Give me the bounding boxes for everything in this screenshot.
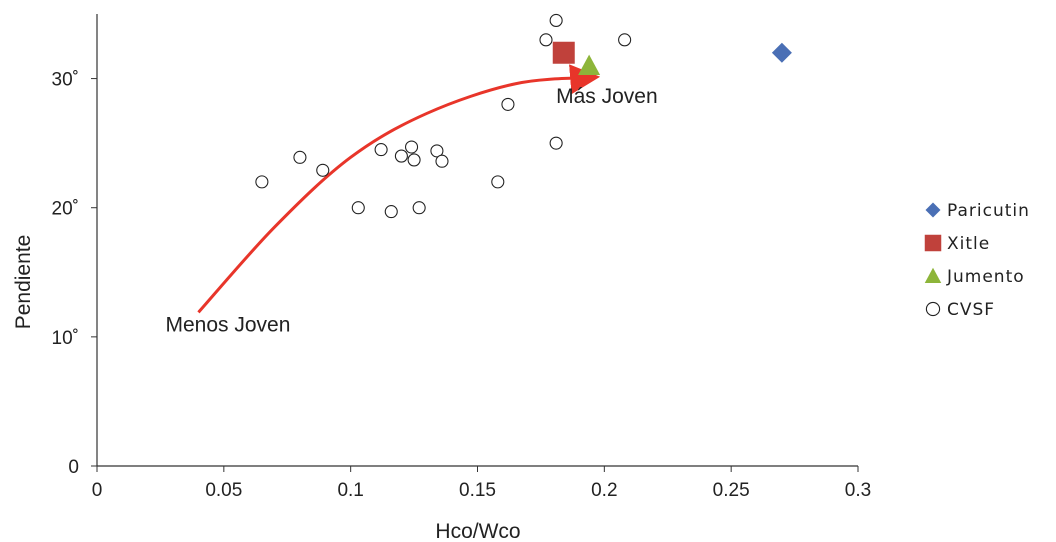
x-axis-ticks: 0 0.05 0.1 0.15 0.2 0.25 0.3 xyxy=(92,466,871,501)
legend-label-xitle: Xitle xyxy=(947,234,990,254)
point-cvsf xyxy=(412,201,426,215)
point-cvsf xyxy=(316,163,330,177)
annotation-label: Más Joven xyxy=(556,85,658,108)
point-xitle xyxy=(552,41,575,64)
point-jumento xyxy=(578,54,601,76)
point-cvsf xyxy=(501,97,515,111)
point-cvsf xyxy=(491,175,505,189)
legend-marker-cvsf xyxy=(925,301,941,317)
point-cvsf xyxy=(374,143,388,157)
legend-label-cvsf: CVSF xyxy=(947,300,995,320)
point-cvsf xyxy=(384,205,398,219)
legend-label-jumento: Jumento xyxy=(946,267,1025,287)
x-axis-title: Hco/Wco xyxy=(435,520,520,542)
y-tick-label: 10˚ xyxy=(52,328,79,349)
x-tick-label: 0.3 xyxy=(845,480,871,501)
data-points xyxy=(255,13,792,219)
point-cvsf xyxy=(407,153,421,167)
point-cvsf xyxy=(394,149,408,163)
y-axis-ticks: 0 10˚ 20˚ 30˚ xyxy=(52,70,97,478)
y-tick-label: 20˚ xyxy=(52,199,79,220)
annotations: Menos Joven Más Joven xyxy=(165,85,657,337)
point-cvsf xyxy=(549,13,563,28)
legend-marker-paricutin xyxy=(925,202,941,218)
point-cvsf xyxy=(255,175,269,189)
point-cvsf xyxy=(293,150,307,164)
point-cvsf xyxy=(539,33,553,47)
legend-label-paricutin: Paricutin xyxy=(947,201,1030,221)
y-axis-title: Pendiente xyxy=(12,235,35,330)
legend-marker-jumento xyxy=(924,267,942,284)
x-tick-label: 0.15 xyxy=(459,480,496,501)
point-paricutin xyxy=(771,42,792,63)
point-cvsf xyxy=(618,33,632,47)
x-tick-label: 0.1 xyxy=(337,480,363,501)
point-cvsf xyxy=(430,144,444,158)
point-cvsf xyxy=(435,154,449,168)
y-tick-label: 30˚ xyxy=(52,70,79,91)
x-tick-label: 0.2 xyxy=(591,480,617,501)
annotation-label: Menos Joven xyxy=(165,314,290,337)
y-tick-label: 0 xyxy=(68,457,79,478)
point-cvsf xyxy=(351,201,365,215)
point-cvsf xyxy=(404,140,419,154)
x-tick-label: 0.25 xyxy=(713,480,750,501)
x-tick-label: 0.05 xyxy=(205,480,242,501)
point-cvsf xyxy=(549,136,563,150)
x-tick-label: 0 xyxy=(92,480,103,501)
legend-marker-xitle xyxy=(924,234,942,252)
axes xyxy=(96,14,858,467)
legend: Paricutin Xitle Jumento CVSF xyxy=(924,201,1030,320)
trend-arrow xyxy=(197,64,601,314)
